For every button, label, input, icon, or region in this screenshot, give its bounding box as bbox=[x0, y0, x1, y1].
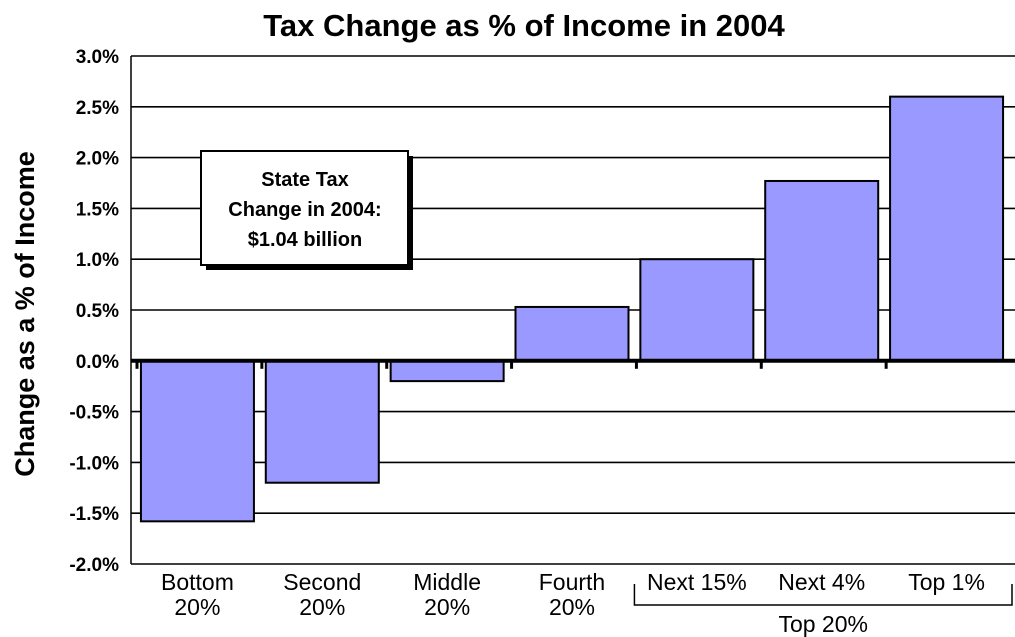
x-tick-label: Second bbox=[283, 569, 361, 595]
annotation-line: Change in 2004: bbox=[228, 199, 381, 221]
bar bbox=[264, 359, 380, 484]
y-tick-label: 0.5% bbox=[76, 301, 119, 322]
bars bbox=[135, 95, 1005, 523]
bar bbox=[889, 95, 1005, 362]
y-tick-label: -1.0% bbox=[69, 453, 119, 474]
bar bbox=[389, 359, 505, 383]
y-tick-label: -0.5% bbox=[69, 403, 119, 424]
x-tick-label: 20% bbox=[174, 594, 220, 620]
top-20-group-bracket: Top 20% bbox=[633, 584, 1013, 637]
x-tick-labels: Bottom20%Second20%Middle20%Fourth20%Next… bbox=[161, 569, 985, 620]
y-tick-label: 1.0% bbox=[76, 250, 119, 271]
annotation-line: State Tax bbox=[261, 169, 348, 191]
state-tax-annotation: State Tax Change in 2004: $1.04 billion bbox=[200, 150, 413, 270]
group-label: Top 20% bbox=[778, 611, 868, 637]
y-tick-label: 2.5% bbox=[76, 98, 119, 119]
y-tick-labels: 3.0% 2.5% 2.0% 1.5% 1.0% 0.5% 0.0% -0.5% -1.0% -1… bbox=[69, 47, 119, 576]
y-axis-label: Change as a % of Income bbox=[10, 151, 40, 477]
x-tick-label: Next 15% bbox=[647, 569, 747, 595]
x-tick-label: Next 4% bbox=[778, 569, 865, 595]
annotation-box bbox=[200, 150, 409, 266]
x-tick-label: 20% bbox=[549, 594, 595, 620]
x-tick-label: 20% bbox=[424, 594, 470, 620]
y-tick-label: -2.0% bbox=[69, 555, 119, 576]
y-tick-label: 3.0% bbox=[76, 47, 119, 68]
bar bbox=[764, 179, 880, 362]
chart-title: Tax Change as % of Income in 2004 bbox=[263, 8, 785, 43]
y-tick-label: 0.0% bbox=[76, 352, 119, 373]
y-tick-label: 2.0% bbox=[76, 149, 119, 170]
x-tick-label: Middle bbox=[413, 569, 481, 595]
x-tick-label: Fourth bbox=[539, 569, 605, 595]
bar bbox=[514, 305, 630, 362]
bar bbox=[639, 258, 755, 362]
bracket-line bbox=[633, 584, 1013, 606]
x-tick-label: Top 1% bbox=[908, 569, 985, 595]
bar bbox=[139, 359, 255, 523]
annotation-line: $1.04 billion bbox=[248, 229, 362, 251]
y-tick-label: -1.5% bbox=[69, 504, 119, 525]
y-tick-label: 1.5% bbox=[76, 199, 119, 220]
x-tick-label: 20% bbox=[299, 594, 345, 620]
x-tick-label: Bottom bbox=[161, 569, 234, 595]
